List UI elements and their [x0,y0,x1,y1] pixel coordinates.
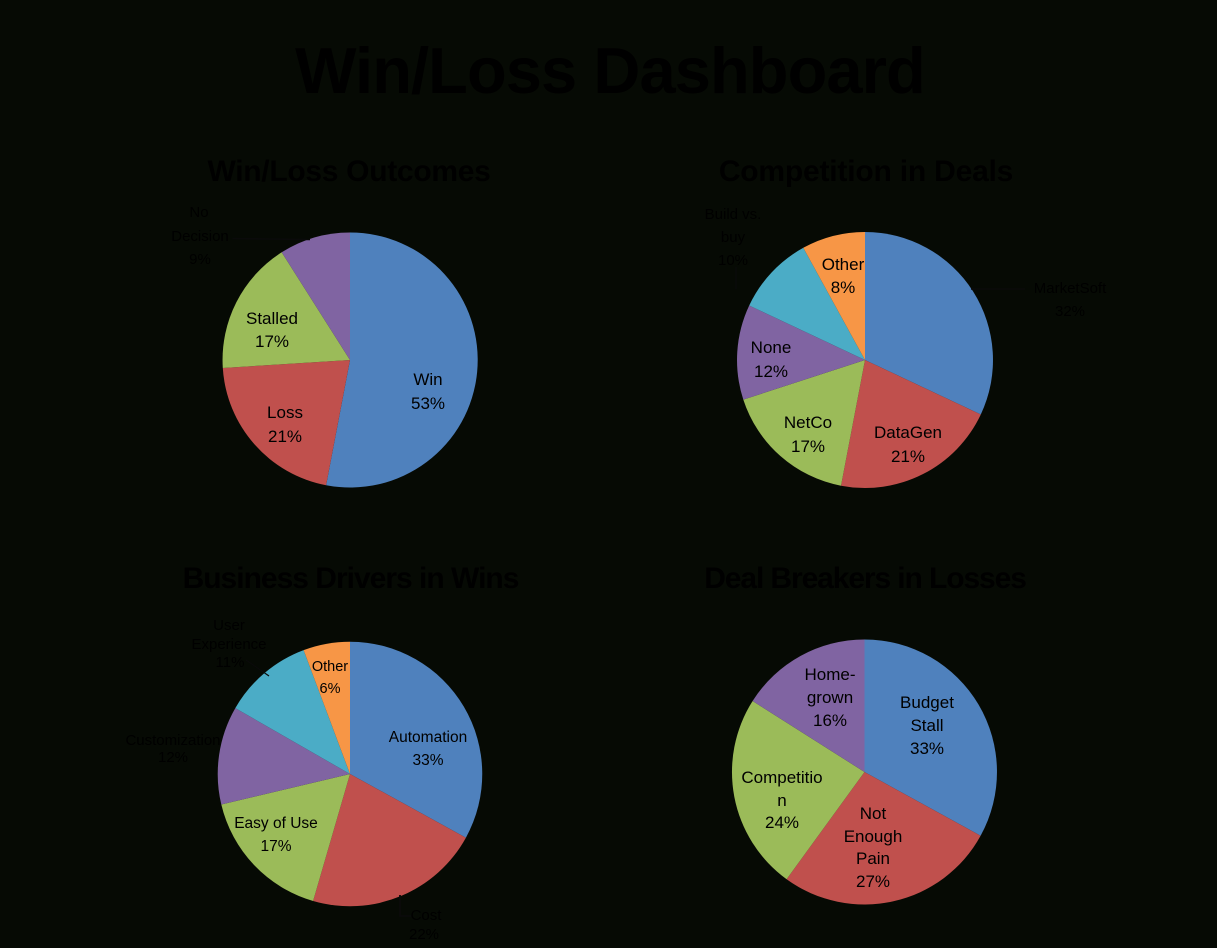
svg-text:Other: Other [822,255,865,274]
svg-text:Win/Loss Outcomes: Win/Loss Outcomes [207,155,490,188]
svg-text:NetCo: NetCo [784,413,832,432]
svg-text:12%: 12% [754,362,788,381]
svg-text:grown: grown [807,688,853,707]
svg-text:Competitio: Competitio [741,768,822,787]
svg-text:6%: 6% [320,681,341,697]
svg-text:buy: buy [721,229,746,246]
svg-text:Build vs.: Build vs. [705,206,762,223]
svg-text:33%: 33% [412,752,443,769]
svg-text:Not: Not [860,804,887,823]
svg-text:Pain: Pain [856,849,890,868]
svg-text:12%: 12% [158,749,188,766]
svg-text:9%: 9% [189,251,211,268]
svg-text:Competition in Deals: Competition in Deals [719,155,1013,188]
svg-text:Business Drivers in Wins: Business Drivers in Wins [183,562,519,595]
svg-text:17%: 17% [791,437,825,456]
svg-text:Home-: Home- [804,665,855,684]
svg-text:No: No [189,204,208,221]
svg-text:Experience: Experience [191,636,266,653]
svg-text:Loss: Loss [267,403,303,422]
svg-text:Other: Other [312,659,348,675]
svg-text:Cost: Cost [411,907,443,924]
svg-text:None: None [751,338,792,357]
svg-text:Stall: Stall [910,716,943,735]
svg-text:User: User [213,617,245,634]
svg-text:22%: 22% [409,926,439,943]
svg-text:10%: 10% [718,252,748,269]
svg-text:53%: 53% [411,394,445,413]
svg-text:8%: 8% [831,278,856,297]
svg-text:Easy of Use: Easy of Use [234,815,318,832]
svg-text:Automation: Automation [389,729,467,746]
svg-text:16%: 16% [813,711,847,730]
svg-text:Enough: Enough [844,827,903,846]
svg-text:Win/Loss Dashboard: Win/Loss Dashboard [295,34,925,107]
svg-text:24%: 24% [765,813,799,832]
svg-text:17%: 17% [260,838,291,855]
svg-text:33%: 33% [910,739,944,758]
svg-text:MarketSoft: MarketSoft [1034,280,1107,297]
svg-text:Win: Win [413,370,442,389]
svg-text:Budget: Budget [900,693,954,712]
svg-text:21%: 21% [891,447,925,466]
svg-text:17%: 17% [255,332,289,351]
svg-text:21%: 21% [268,427,302,446]
svg-text:27%: 27% [856,872,890,891]
svg-text:Stalled: Stalled [246,309,298,328]
svg-text:Customization: Customization [125,732,220,749]
svg-text:Decision: Decision [171,228,229,245]
svg-text:11%: 11% [216,654,245,671]
svg-text:32%: 32% [1055,303,1085,320]
svg-text:Deal Breakers in Losses: Deal Breakers in Losses [704,562,1026,595]
svg-text:DataGen: DataGen [874,423,942,442]
svg-text:n: n [777,791,786,810]
